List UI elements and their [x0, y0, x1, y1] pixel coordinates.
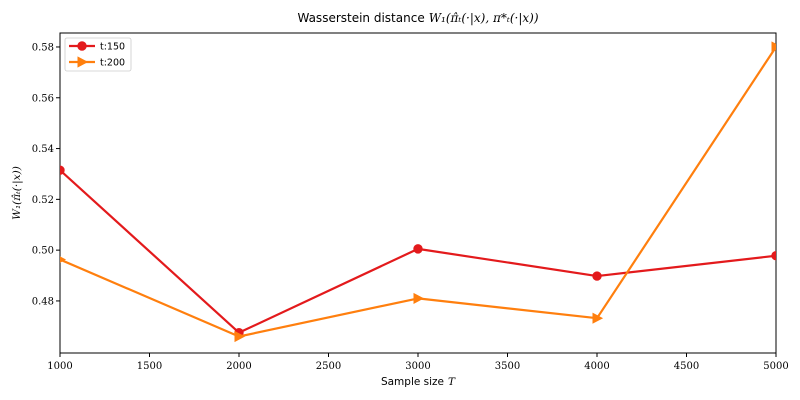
legend-swatch-marker	[77, 56, 89, 68]
legend-label: t:200	[100, 58, 125, 69]
x-tick-label: 5000	[763, 361, 788, 372]
x-tick-label: 4000	[584, 361, 609, 372]
y-tick-label: 0.48	[32, 296, 54, 307]
x-axis-ticks: 1000 1500 2000 2500 3000 3500 4000 4500 5000	[47, 353, 789, 372]
chart-title-math: W₁(π̂ₜ(·|x), π*ₜ(·|x))	[429, 11, 539, 25]
data-point	[771, 41, 776, 53]
y-tick-label: 0.52	[32, 195, 54, 206]
x-tick-label: 4500	[674, 361, 699, 372]
series-t-150	[60, 165, 776, 338]
legend-label: t:150	[100, 42, 125, 53]
data-point	[592, 271, 602, 281]
chart-title-text: Wasserstein distance	[297, 11, 424, 25]
y-tick-label: 0.56	[32, 93, 54, 104]
series-line	[60, 46, 776, 338]
x-axis-label-math: T	[448, 376, 456, 388]
series-t-200	[60, 41, 776, 343]
y-axis-label: W₁(π̂ₜ(·|x))	[11, 166, 24, 220]
data-point	[60, 256, 67, 263]
plot-area: 1000 1500 2000 2500 3000 3500 4000 4500 5000 0.4…	[32, 32, 789, 372]
data-point	[413, 292, 425, 304]
data-point	[592, 312, 604, 324]
legend-entry: t:200	[69, 56, 125, 69]
data-point	[60, 165, 65, 175]
x-tick-label: 2500	[316, 361, 341, 372]
data-point	[771, 251, 776, 261]
x-tick-label: 3000	[405, 361, 430, 372]
series-layer	[60, 41, 776, 343]
x-axis-label: Sample size T	[381, 376, 456, 388]
chart-title: Wasserstein distance W₁(π̂ₜ(·|x), π*ₜ(·|x…	[297, 11, 538, 25]
data-point	[234, 330, 246, 343]
x-tick-label: 2000	[226, 361, 251, 372]
legend-swatch-marker	[77, 41, 87, 51]
data-point	[413, 244, 423, 254]
legend-entry: t:150	[69, 41, 125, 53]
legend: t:150 t:200	[64, 37, 132, 72]
y-tick-label: 0.58	[32, 42, 54, 53]
y-axis-ticks: 0.48 0.50 0.52 0.54 0.56 0.58	[32, 42, 60, 307]
x-axis-label-text: Sample size	[381, 376, 444, 388]
x-tick-label: 3500	[495, 361, 520, 372]
x-tick-label: 1000	[47, 361, 72, 372]
x-tick-label: 1500	[137, 361, 162, 372]
y-tick-label: 0.54	[32, 144, 54, 155]
y-tick-label: 0.50	[32, 246, 54, 257]
